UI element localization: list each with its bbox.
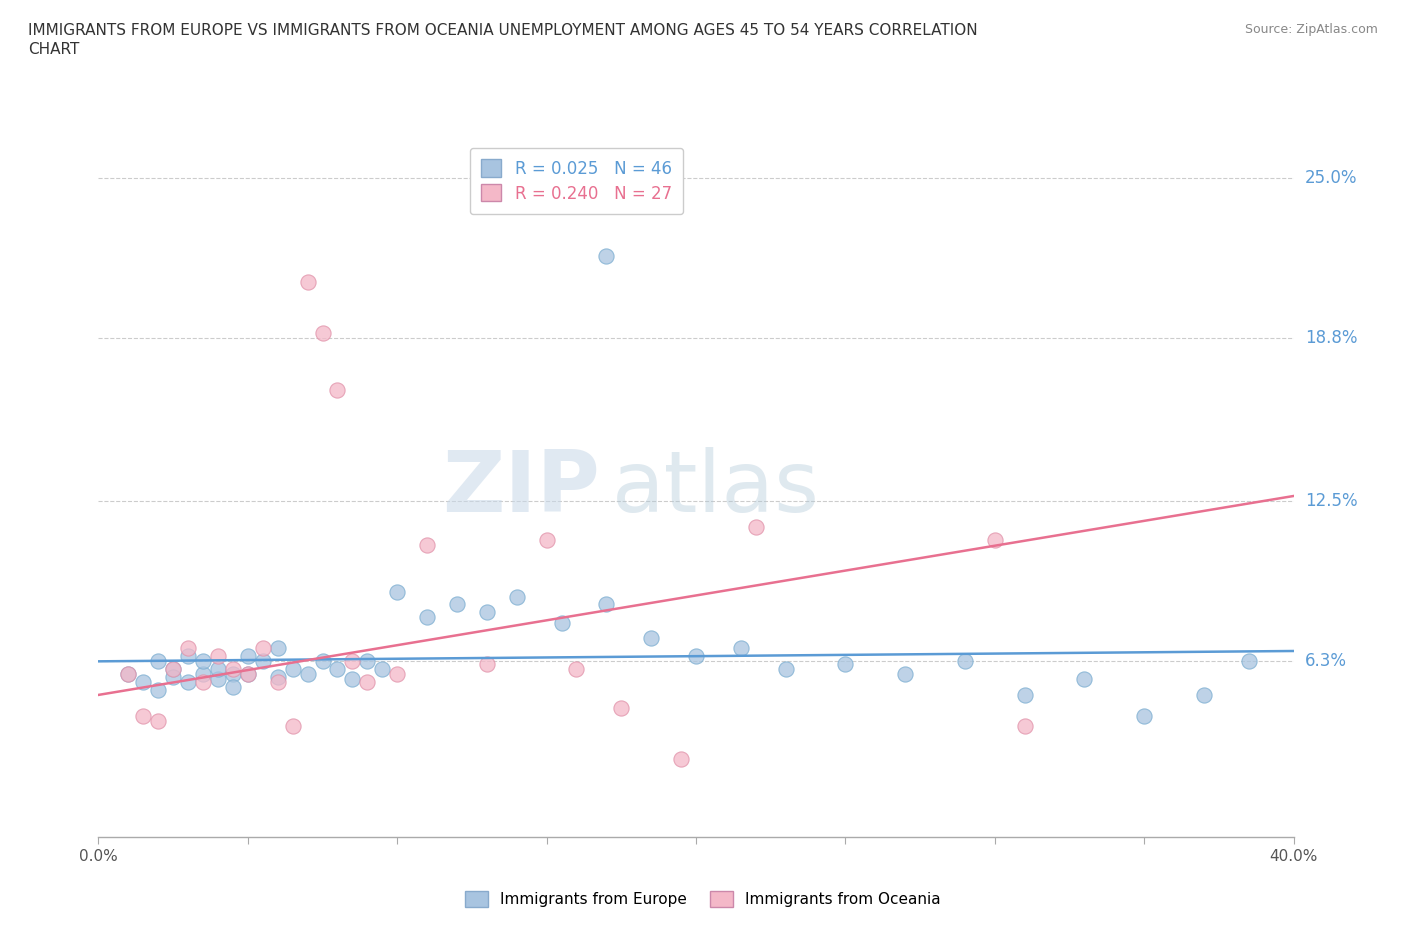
- Point: [983, 533, 1005, 548]
- Point: [475, 604, 498, 619]
- Point: [281, 661, 304, 676]
- Point: [236, 667, 259, 682]
- Point: [536, 533, 558, 548]
- Point: [550, 615, 572, 630]
- Point: [1133, 708, 1156, 723]
- Point: [326, 661, 349, 676]
- Point: [267, 641, 290, 656]
- Point: [775, 661, 797, 676]
- Point: [267, 674, 290, 689]
- Point: [252, 641, 274, 656]
- Text: 12.5%: 12.5%: [1305, 492, 1357, 511]
- Point: [385, 667, 409, 682]
- Point: [267, 670, 290, 684]
- Point: [446, 597, 468, 612]
- Point: [506, 590, 529, 604]
- Point: [416, 610, 439, 625]
- Point: [1014, 687, 1036, 702]
- Point: [177, 674, 200, 689]
- Point: [311, 654, 333, 669]
- Point: [148, 713, 170, 728]
- Point: [669, 752, 692, 767]
- Point: [191, 674, 214, 689]
- Point: [162, 661, 184, 676]
- Point: [745, 520, 768, 535]
- Point: [191, 667, 214, 682]
- Point: [311, 326, 333, 340]
- Point: [252, 654, 274, 669]
- Text: ZIP: ZIP: [443, 446, 600, 530]
- Point: [1237, 654, 1260, 669]
- Point: [1014, 719, 1036, 734]
- Point: [191, 654, 214, 669]
- Point: [148, 683, 170, 698]
- Point: [595, 597, 617, 612]
- Point: [148, 654, 170, 669]
- Point: [222, 661, 245, 676]
- Point: [610, 700, 633, 715]
- Point: [834, 657, 856, 671]
- Point: [207, 649, 229, 664]
- Point: [177, 649, 200, 664]
- Text: Source: ZipAtlas.com: Source: ZipAtlas.com: [1244, 23, 1378, 36]
- Point: [207, 672, 229, 687]
- Point: [640, 631, 662, 645]
- Point: [730, 641, 752, 656]
- Text: atlas: atlas: [612, 446, 820, 530]
- Point: [207, 661, 229, 676]
- Point: [342, 654, 364, 669]
- Text: CHART: CHART: [28, 42, 80, 57]
- Point: [475, 657, 498, 671]
- Point: [342, 672, 364, 687]
- Point: [685, 649, 707, 664]
- Point: [385, 584, 409, 599]
- Point: [1192, 687, 1215, 702]
- Text: 6.3%: 6.3%: [1305, 652, 1347, 671]
- Point: [297, 667, 319, 682]
- Point: [326, 382, 349, 397]
- Point: [356, 654, 378, 669]
- Point: [236, 667, 259, 682]
- Text: 18.8%: 18.8%: [1305, 329, 1357, 348]
- Point: [297, 274, 319, 289]
- Legend: Immigrants from Europe, Immigrants from Oceania: Immigrants from Europe, Immigrants from …: [458, 884, 948, 913]
- Point: [371, 661, 394, 676]
- Text: IMMIGRANTS FROM EUROPE VS IMMIGRANTS FROM OCEANIA UNEMPLOYMENT AMONG AGES 45 TO : IMMIGRANTS FROM EUROPE VS IMMIGRANTS FRO…: [28, 23, 977, 38]
- Point: [222, 667, 245, 682]
- Point: [162, 661, 184, 676]
- Point: [177, 641, 200, 656]
- Point: [117, 667, 139, 682]
- Text: 25.0%: 25.0%: [1305, 169, 1357, 187]
- Point: [222, 680, 245, 695]
- Point: [595, 248, 617, 263]
- Point: [416, 538, 439, 552]
- Point: [1073, 672, 1095, 687]
- Point: [894, 667, 917, 682]
- Point: [117, 667, 139, 682]
- Point: [281, 719, 304, 734]
- Point: [953, 654, 976, 669]
- Point: [132, 708, 155, 723]
- Point: [236, 649, 259, 664]
- Point: [162, 670, 184, 684]
- Legend: R = 0.025   N = 46, R = 0.240   N = 27: R = 0.025 N = 46, R = 0.240 N = 27: [470, 148, 683, 214]
- Point: [565, 661, 588, 676]
- Point: [356, 674, 378, 689]
- Point: [132, 674, 155, 689]
